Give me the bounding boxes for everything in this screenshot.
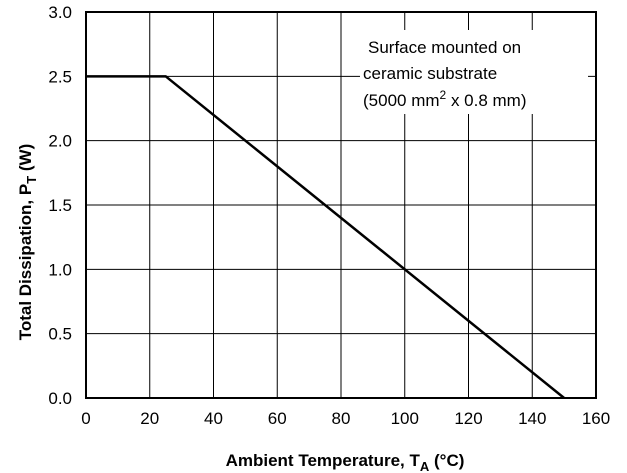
x-axis-title-main: Ambient Temperature, T [226, 451, 421, 470]
annotation-line-3-pre: (5000 mm [363, 91, 440, 110]
y-axis-title-sub: T [24, 176, 39, 184]
plot-frame [85, 11, 597, 399]
annotation-line-1: Surface mounted on [368, 38, 521, 57]
y-tick-label: 0.5 [48, 325, 72, 344]
x-tick-label: 140 [518, 409, 546, 428]
y-axis-title-main: Total Dissipation, P [16, 184, 35, 340]
y-tick-label: 3.0 [48, 3, 72, 22]
y-axis-title: Total Dissipation, PT (W) [16, 144, 39, 341]
y-tick-label: 1.0 [48, 260, 72, 279]
x-tick-label: 160 [582, 409, 610, 428]
y-tick-label: 0.0 [48, 389, 72, 408]
x-tick-label: 20 [140, 409, 159, 428]
y-tick-label: 2.0 [48, 132, 72, 151]
x-tick-label: 100 [391, 409, 419, 428]
x-axis-title-sub: A [420, 459, 430, 473]
series-layer [86, 75, 565, 399]
annotation-line-2: ceramic substrate [363, 64, 497, 83]
y-tick-labels: 0.0 0.5 1.0 1.5 2.0 2.5 3.0 [48, 3, 72, 408]
y-tick-label: 1.5 [48, 196, 72, 215]
y-axis-title-unit: (W) [16, 144, 35, 176]
derating-curve [86, 75, 565, 399]
x-tick-label: 80 [332, 409, 351, 428]
x-tick-label: 60 [268, 409, 287, 428]
x-tick-label: 40 [204, 409, 223, 428]
x-tick-label: 120 [454, 409, 482, 428]
x-tick-labels: 0 20 40 60 80 100 120 140 160 [81, 409, 610, 428]
x-axis-title-unit: (°C) [429, 451, 464, 470]
annotation-box: Surface mounted on ceramic substrate (50… [360, 30, 588, 114]
y-tick-label: 2.5 [48, 67, 72, 86]
x-tick-label: 0 [81, 409, 90, 428]
annotation-line-3: (5000 mm2 x 0.8 mm) [363, 88, 527, 110]
x-axis-title: Ambient Temperature, TA (°C) [226, 451, 465, 473]
annotation-line-3-post: x 0.8 mm) [446, 91, 526, 110]
annotation-line-3-sup: 2 [440, 88, 447, 102]
annotation-background [360, 30, 588, 114]
